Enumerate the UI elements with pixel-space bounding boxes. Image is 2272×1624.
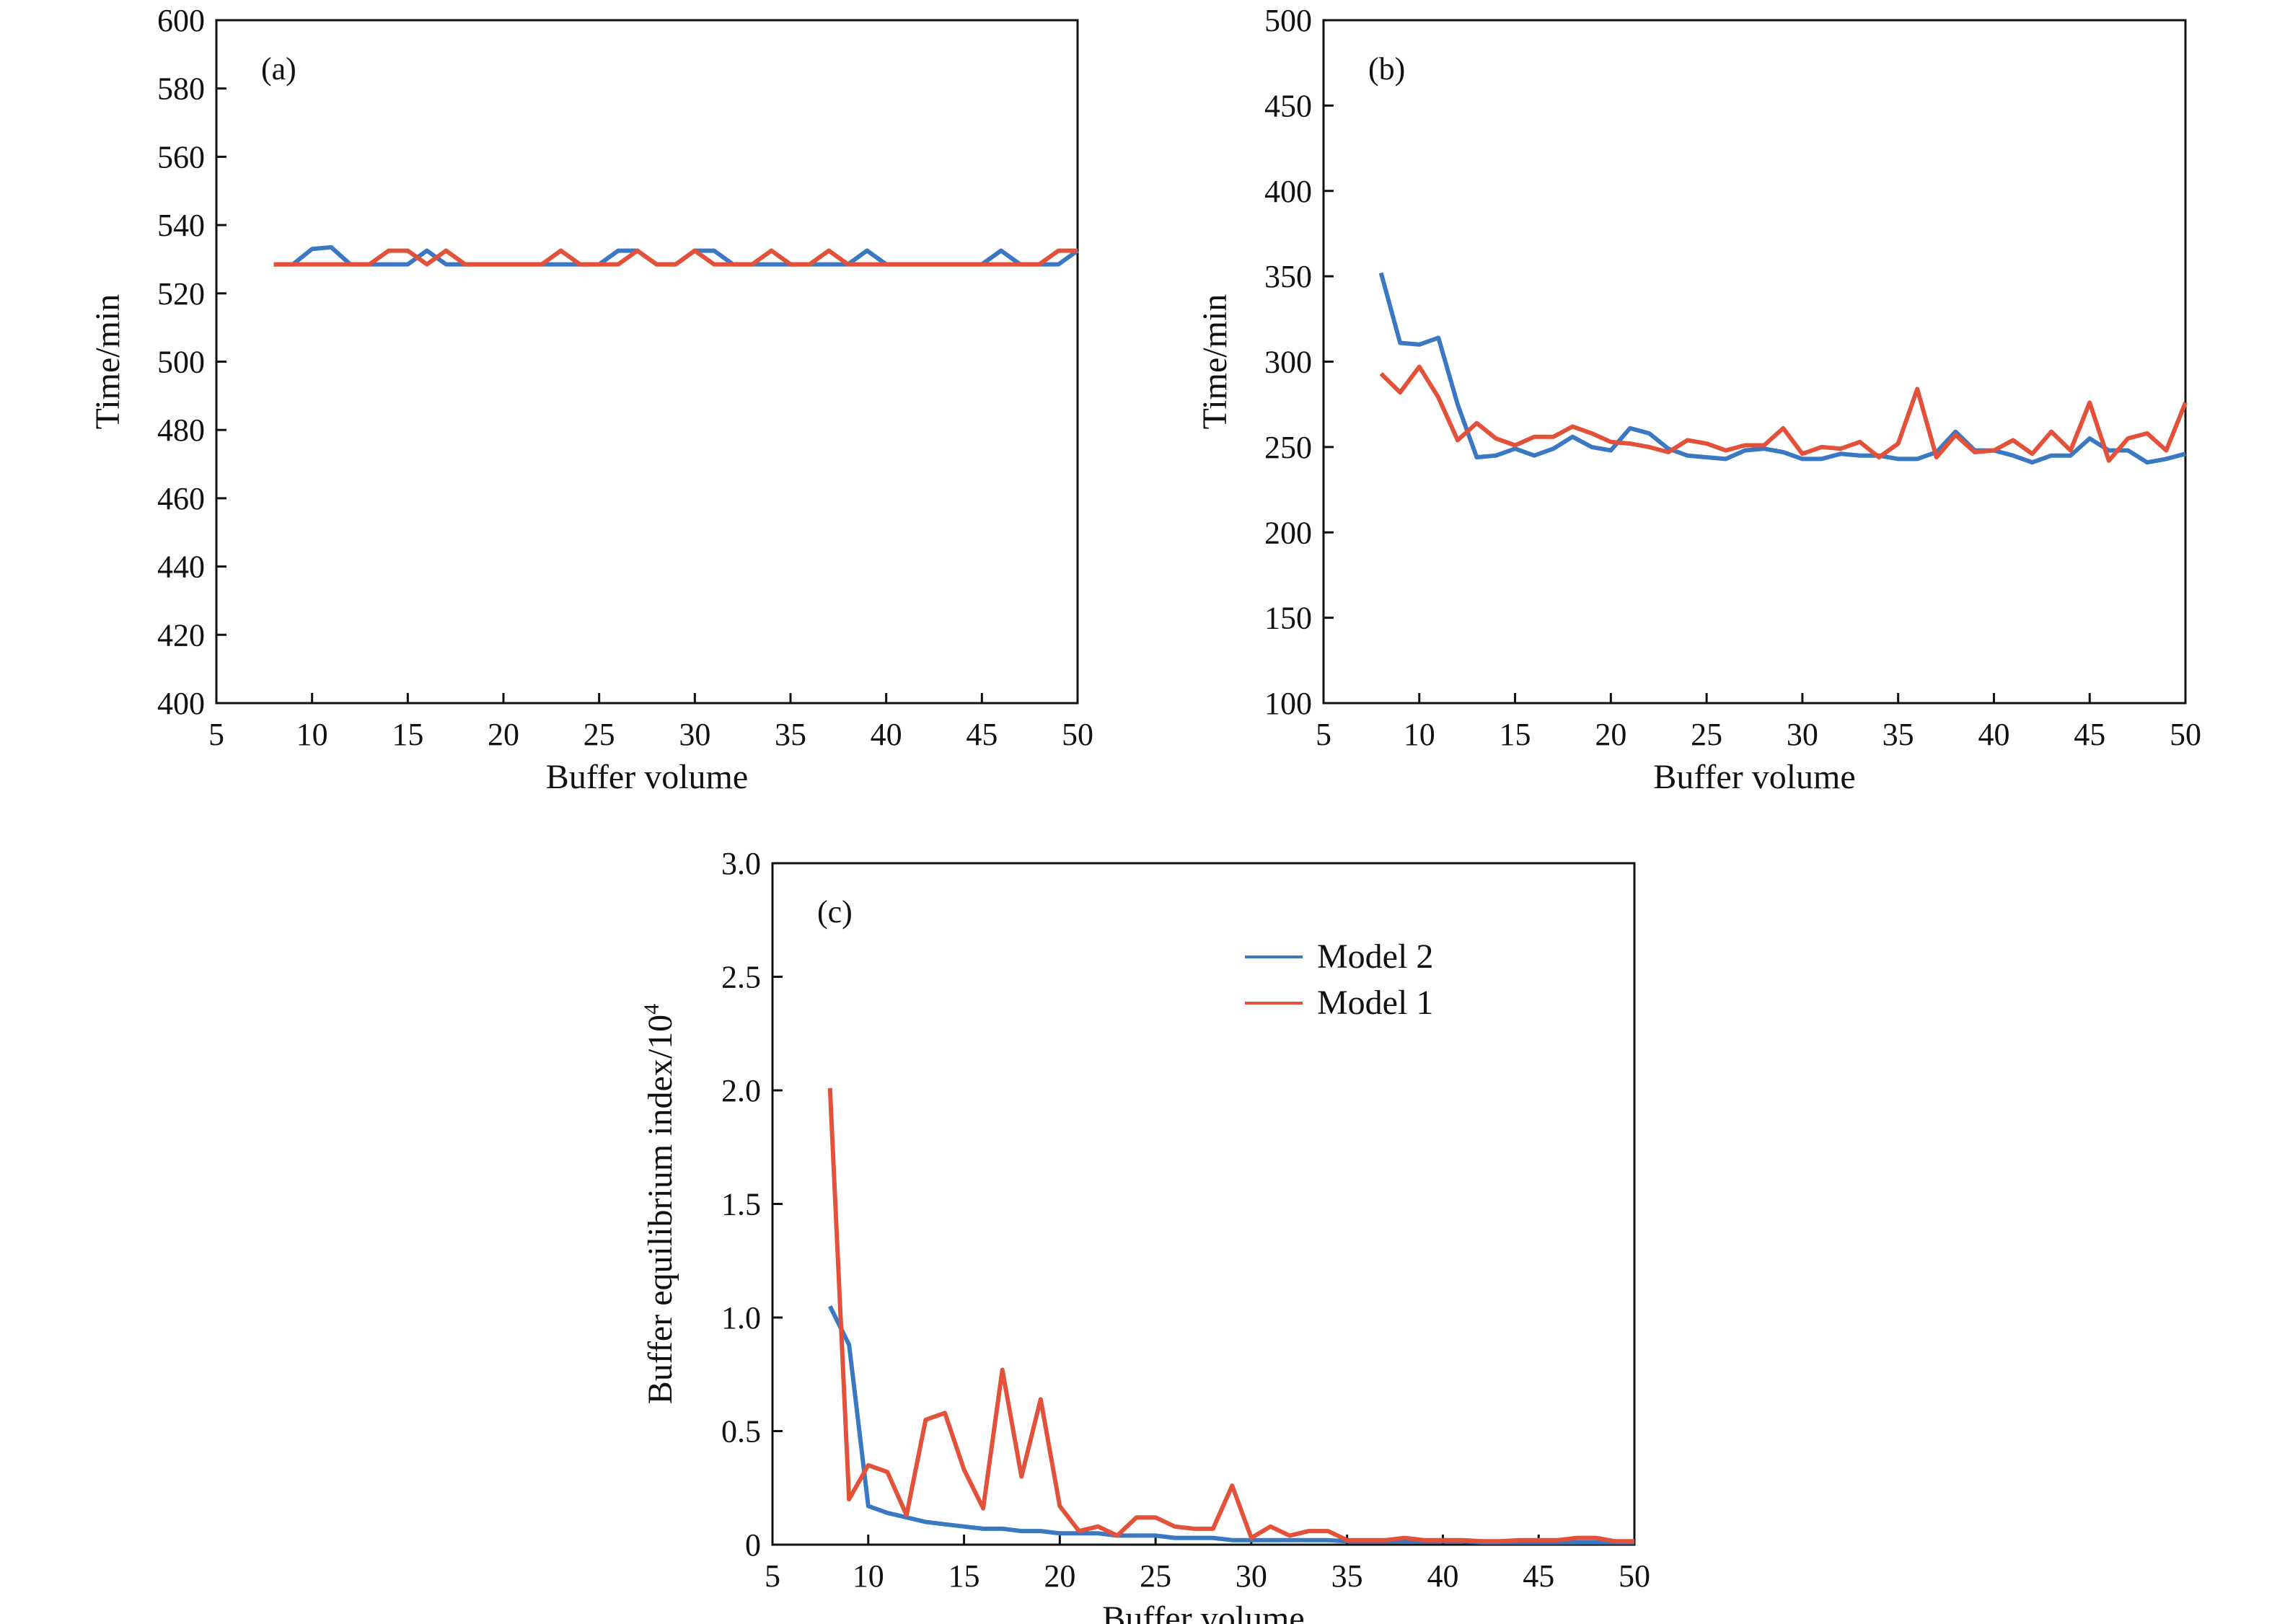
x-tick-label: 15 xyxy=(392,717,423,752)
y-tick-label: 350 xyxy=(1264,259,1312,294)
panel-label: (c) xyxy=(817,894,853,930)
x-tick-label: 50 xyxy=(2170,717,2201,752)
x-axis-label: Buffer volume xyxy=(1102,1599,1304,1624)
x-tick-label: 15 xyxy=(948,1558,980,1594)
y-tick-label: 1.5 xyxy=(721,1187,761,1222)
x-tick-label: 45 xyxy=(1523,1558,1554,1594)
x-tick-label: 50 xyxy=(1062,717,1093,752)
x-tick-label: 5 xyxy=(208,717,224,752)
y-tick-label: 3.0 xyxy=(721,846,761,881)
y-tick-label: 100 xyxy=(1264,686,1312,721)
y-tick-label: 200 xyxy=(1264,515,1312,550)
chart-panel-1: 5 10 15 20 25 30 35 40 45 50 100 150 200 250 300 350 400… xyxy=(1196,3,2201,796)
x-tick-label: 10 xyxy=(296,717,328,752)
x-tick-label: 50 xyxy=(1619,1558,1650,1594)
x-tick-label: 5 xyxy=(1316,717,1331,752)
series-line-model-2 xyxy=(1378,272,2186,465)
y-tick-label: 0.5 xyxy=(721,1414,761,1449)
x-tick-label: 5 xyxy=(765,1558,780,1594)
y-tick-label: 1.0 xyxy=(721,1300,761,1336)
y-tick-label: 440 xyxy=(157,550,205,585)
x-tick-label: 35 xyxy=(775,717,806,752)
panel-label: (b) xyxy=(1368,51,1405,87)
plot-frame xyxy=(771,862,1636,1546)
x-tick-label: 30 xyxy=(1787,717,1818,752)
y-tick-label: 300 xyxy=(1264,345,1312,380)
y-tick-label: 0 xyxy=(745,1527,761,1563)
y-axis-label: Buffer equilibrium index/104 xyxy=(640,1004,679,1404)
x-tick-label: 10 xyxy=(853,1558,884,1594)
y-tick-label: 500 xyxy=(1264,3,1312,38)
x-tick-label: 25 xyxy=(1140,1558,1171,1594)
chart-panel-0: 5 10 15 20 25 30 35 40 45 50 400 420 440 460 480 500 520… xyxy=(89,3,1093,796)
x-tick-label: 45 xyxy=(966,717,998,752)
y-axis-label-text: Buffer equilibrium index/10 xyxy=(641,1015,679,1404)
y-tick-label: 250 xyxy=(1264,430,1312,465)
x-tick-label: 35 xyxy=(1883,717,1914,752)
x-tick-label: 25 xyxy=(1691,717,1722,752)
x-axis-label: Buffer volume xyxy=(1653,758,1855,796)
panel-label: (a) xyxy=(261,51,296,87)
x-tick-label: 15 xyxy=(1500,717,1531,752)
y-tick-label: 520 xyxy=(157,276,205,312)
x-tick-label: 30 xyxy=(679,717,710,752)
y-tick-label: 540 xyxy=(157,208,205,243)
y-tick-label: 480 xyxy=(157,412,205,448)
y-tick-label: 400 xyxy=(157,686,205,721)
x-tick-label: 40 xyxy=(1978,717,2009,752)
x-tick-label: 20 xyxy=(1044,1558,1075,1594)
y-axis-label-text: Time/min xyxy=(1196,294,1234,430)
plot-frame xyxy=(1322,19,2187,705)
x-tick-label: 20 xyxy=(488,717,519,752)
chart-panel-2: 5 10 15 20 25 30 35 40 45 50 0 0.5 1.0 1.5 2.0 2.5 3.0 Bu… xyxy=(640,846,1650,1624)
x-axis-label: Buffer volume xyxy=(546,758,748,796)
y-tick-label: 150 xyxy=(1264,601,1312,636)
y-tick-label: 560 xyxy=(157,139,205,175)
series-line-model-1 xyxy=(827,1087,1634,1544)
y-tick-label: 2.0 xyxy=(721,1073,761,1108)
legend-label: Model 2 xyxy=(1317,937,1433,976)
series-line-model-1 xyxy=(273,248,1078,267)
y-tick-label: 460 xyxy=(157,481,205,516)
y-axis-label: Time/min xyxy=(1196,294,1234,430)
series-line-model-1 xyxy=(1379,364,2188,463)
x-tick-label: 35 xyxy=(1331,1558,1363,1594)
y-axis-label-text: Time/min xyxy=(89,294,127,430)
x-tick-label: 25 xyxy=(584,717,615,752)
x-tick-label: 45 xyxy=(2074,717,2105,752)
x-tick-label: 30 xyxy=(1236,1558,1267,1594)
y-tick-label: 2.5 xyxy=(721,960,761,995)
x-tick-label: 40 xyxy=(1427,1558,1458,1594)
y-tick-label: 500 xyxy=(157,345,205,380)
x-tick-label: 40 xyxy=(871,717,902,752)
x-tick-label: 20 xyxy=(1595,717,1626,752)
y-axis-label: Time/min xyxy=(89,294,127,430)
y-tick-label: 580 xyxy=(157,71,205,107)
y-tick-label: 600 xyxy=(157,3,205,38)
y-tick-label: 420 xyxy=(157,617,205,653)
y-tick-label: 450 xyxy=(1264,88,1312,123)
plot-frame xyxy=(215,19,1079,705)
y-axis-label-exponent: 4 xyxy=(640,1004,664,1015)
y-tick-label: 400 xyxy=(1264,174,1312,209)
legend-label: Model 1 xyxy=(1317,984,1433,1022)
x-tick-label: 10 xyxy=(1404,717,1435,752)
